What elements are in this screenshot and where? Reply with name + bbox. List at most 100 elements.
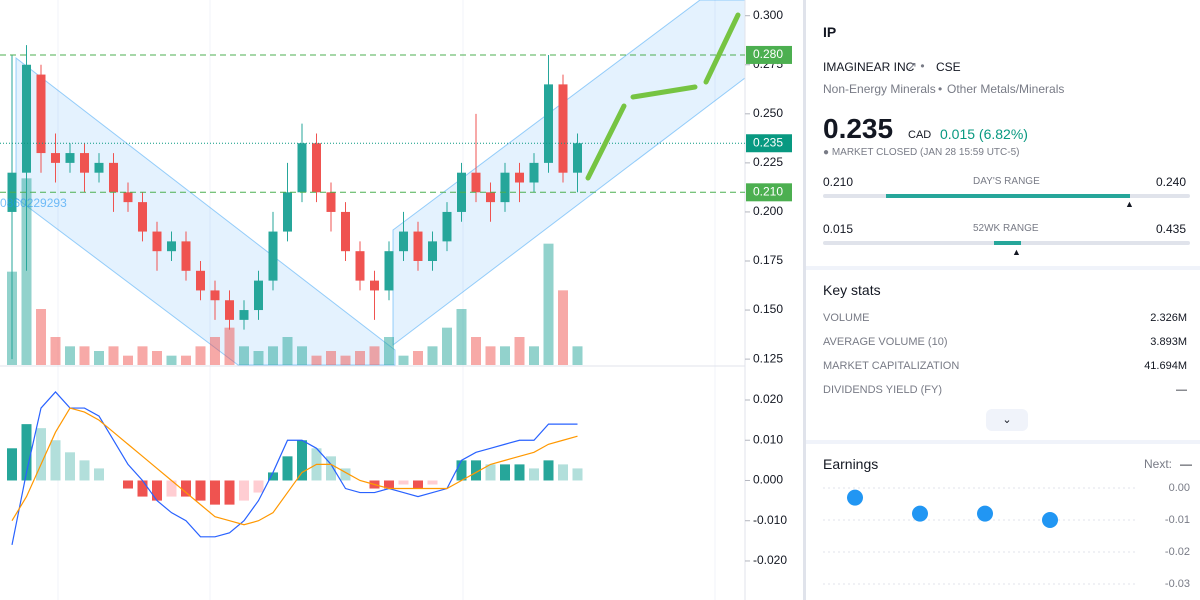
- currency: CAD: [908, 129, 932, 141]
- candle-body: [413, 231, 423, 261]
- candle-body: [428, 241, 437, 261]
- candle-body: [239, 310, 249, 320]
- day-range-fill: [886, 194, 1130, 198]
- separator: [806, 266, 1200, 270]
- histogram-bar: [384, 480, 394, 489]
- price: 0.235: [823, 113, 894, 144]
- day-marker: ▲: [1125, 199, 1134, 209]
- volume-bar: [282, 337, 293, 365]
- candle-body: [355, 251, 365, 281]
- histogram-bar: [65, 452, 75, 481]
- volume-bar: [21, 178, 32, 365]
- volume-bar: [340, 355, 351, 365]
- status: ● MARKET CLOSED: [823, 147, 918, 158]
- key-stats-title: Key stats: [823, 282, 881, 298]
- histogram-bar: [471, 460, 481, 481]
- candle-body: [544, 84, 553, 163]
- histogram-bar: [36, 428, 46, 481]
- chart: 0.3000.2750.2500.2250.2000.1750.1500.125…: [0, 0, 792, 600]
- histogram-bar: [398, 480, 409, 485]
- y-tick-label: 0.00: [1169, 482, 1190, 494]
- next-label: Next:: [1144, 457, 1173, 471]
- price-label: 0.210: [753, 184, 783, 198]
- y-tick-label: 0.010: [753, 432, 783, 446]
- dot: •: [938, 82, 943, 96]
- volume-bar: [500, 346, 510, 365]
- earnings-dot: [847, 489, 863, 506]
- histogram-bar: [529, 468, 539, 481]
- histogram-bar: [50, 440, 61, 481]
- day-range-bar: [823, 194, 1190, 198]
- price-label-box: [746, 45, 792, 64]
- stat-label: VOLUME: [823, 312, 870, 324]
- indicator-line: [11, 407, 578, 526]
- w52-range-fill: [994, 241, 1021, 245]
- y-tick-label: -0.01: [1165, 514, 1190, 526]
- earnings-title: Earnings: [823, 456, 879, 472]
- y-tick-label: 0.225: [753, 155, 783, 169]
- candle-body: [370, 280, 379, 291]
- histogram-bar: [94, 468, 104, 481]
- histogram-bar: [268, 472, 278, 481]
- histogram-bar: [456, 460, 467, 481]
- candle-body: [181, 241, 191, 271]
- candle-body: [94, 162, 104, 173]
- volume-bar: [166, 355, 177, 365]
- earnings-dot: [977, 505, 993, 522]
- sector[interactable]: Non-Energy Minerals: [823, 82, 936, 96]
- histogram-bar: [413, 480, 423, 489]
- volume-bar: [543, 243, 554, 365]
- indicator-line: [11, 391, 578, 545]
- volume-bar: [297, 346, 307, 365]
- volume-bar: [152, 351, 162, 365]
- candle-body: [399, 231, 408, 252]
- day-range-label: DAY'S RANGE: [973, 176, 1040, 187]
- earnings-dot: [1042, 512, 1058, 528]
- candle-body: [341, 211, 350, 252]
- y-tick-label: 0.000: [753, 473, 783, 487]
- company[interactable]: IMAGINEAR INC: [823, 60, 915, 74]
- histogram-bar: [340, 468, 351, 481]
- stat-label: DIVIDENDS YIELD (FY): [823, 384, 942, 396]
- histogram-bar: [123, 480, 133, 489]
- separator: [806, 440, 1200, 444]
- candle-body: [297, 143, 307, 193]
- volume-bar: [413, 351, 423, 365]
- histogram-bar: [166, 480, 177, 497]
- candle-body: [225, 300, 234, 320]
- y-tick-label: 0.020: [753, 392, 783, 406]
- volume-bar: [181, 355, 191, 365]
- stat-value: 2.326M: [1150, 312, 1187, 324]
- volume-bar: [94, 351, 104, 365]
- w52-high: 0.435: [1156, 222, 1187, 236]
- earnings-dot: [912, 505, 928, 522]
- histogram-bar: [239, 480, 249, 501]
- change: 0.015 (6.82%): [940, 126, 1028, 142]
- stat-value: —: [1176, 384, 1187, 396]
- volume-bar: [355, 351, 365, 365]
- stat-value: 3.893M: [1150, 336, 1187, 348]
- link-icon: ↗ •: [907, 59, 925, 73]
- volume-bar: [558, 290, 568, 365]
- down-channel[interactable]: [15, 56, 396, 366]
- expand-button[interactable]: ⌄: [986, 409, 1028, 431]
- y-tick-label: 0.300: [753, 8, 783, 22]
- y-tick-label: -0.03: [1165, 578, 1190, 590]
- candle-body: [123, 192, 133, 203]
- volume-bar: [210, 337, 220, 365]
- candle-body: [312, 143, 321, 193]
- volume-bar: [36, 309, 46, 365]
- symbol-panel: IP IMAGINEAR INC ↗ • CSE Non-Energy Mine…: [803, 0, 1200, 600]
- y-tick-label: 0.175: [753, 253, 783, 267]
- up-channel[interactable]: [392, 0, 746, 347]
- candle-body: [515, 172, 524, 183]
- candle-body: [558, 84, 568, 173]
- drawn-arrow[interactable]: [585, 12, 741, 181]
- volume-bar: [529, 346, 539, 365]
- industry[interactable]: Other Metals/Minerals: [947, 82, 1065, 96]
- histogram-bar: [427, 480, 438, 485]
- candle-body: [51, 153, 60, 163]
- volume-bar: [485, 346, 496, 365]
- symbol: IP: [823, 24, 837, 40]
